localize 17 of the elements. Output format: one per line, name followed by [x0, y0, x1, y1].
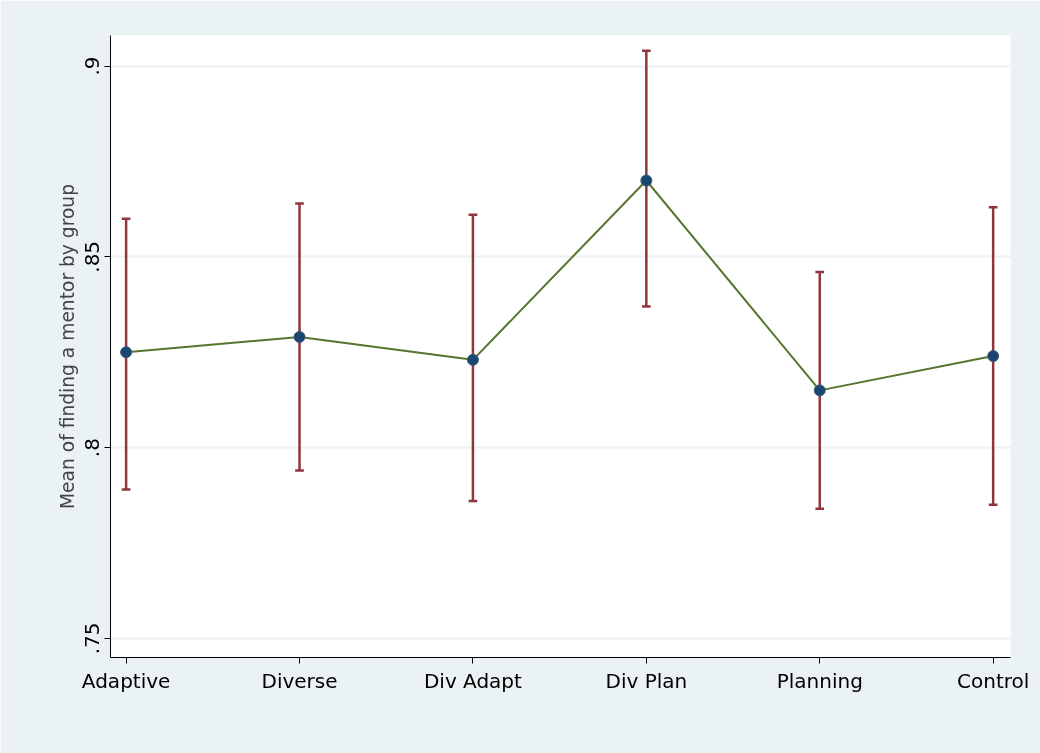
point: [987, 350, 1000, 363]
x-tick-label: Control: [957, 668, 1030, 693]
point: [293, 330, 306, 343]
point: [120, 346, 133, 359]
y-tick-label: .9: [80, 56, 105, 76]
y-tick-label: .8: [80, 438, 105, 458]
y-tick-label: .75: [80, 622, 105, 655]
x-tick-label: Div Plan: [605, 668, 688, 693]
point: [640, 174, 653, 187]
point: [466, 353, 479, 366]
y-tick-label: .85: [80, 240, 105, 273]
y-axis-title: Mean of finding a mentor by group: [56, 183, 78, 510]
x-tick-label: Diverse: [261, 668, 338, 693]
point: [813, 384, 826, 397]
x-tick-label: Adaptive: [81, 668, 171, 693]
x-tick-label: Div Adapt: [423, 668, 523, 693]
x-tick-label: Planning: [776, 668, 863, 693]
